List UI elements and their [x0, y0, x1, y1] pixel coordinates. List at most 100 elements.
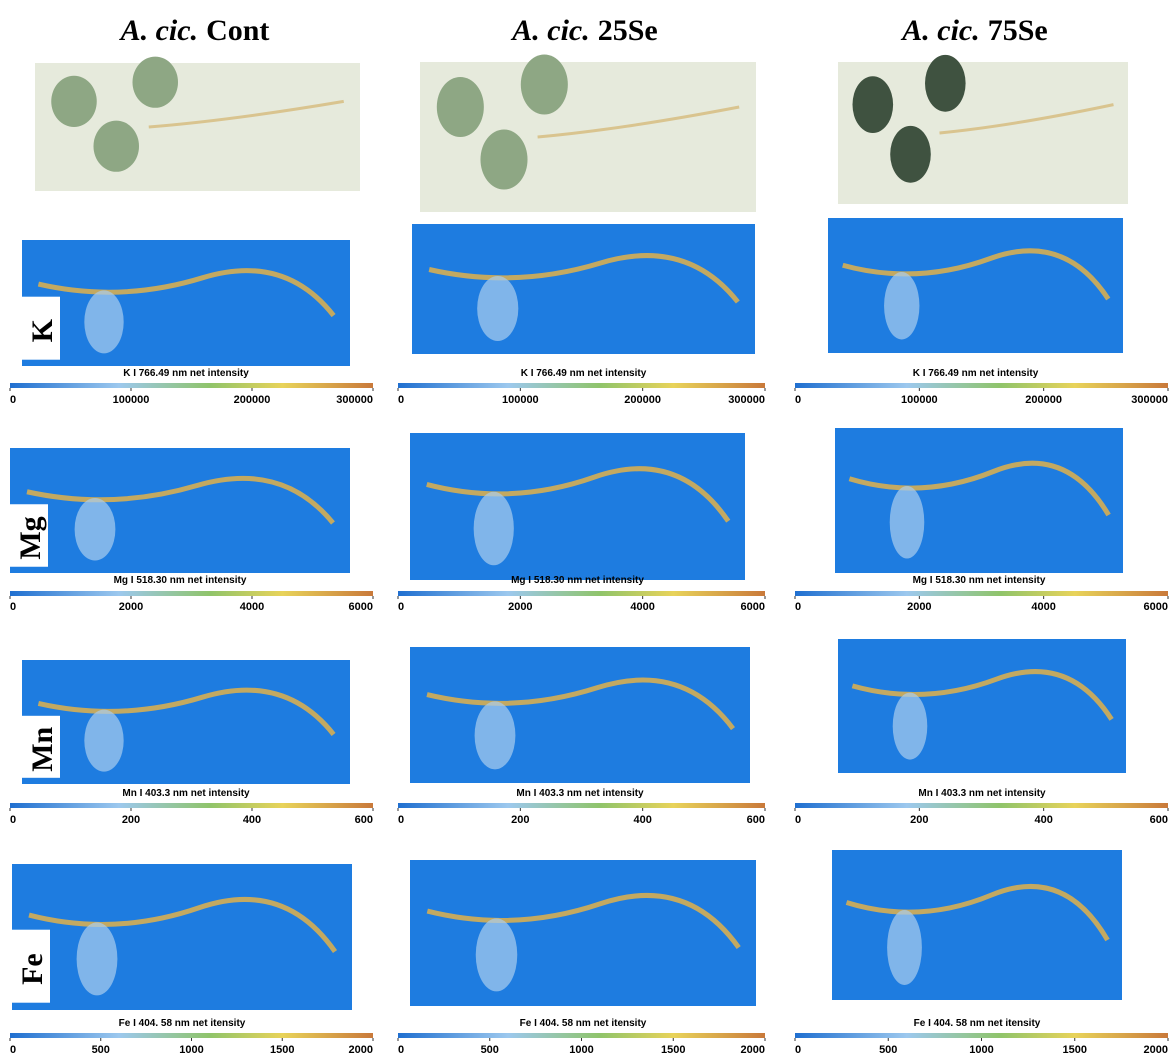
treatment: Cont: [206, 14, 269, 47]
colorbar: [10, 1033, 373, 1038]
map-caption: Mn I 403.3 nm net intensity: [516, 788, 644, 799]
tick-label: 100000: [502, 394, 539, 406]
leaf: [480, 130, 527, 190]
tick-label: 6000: [741, 601, 765, 613]
colorbar: [398, 1033, 765, 1038]
tick-label: 600: [747, 814, 765, 826]
intensity-map: [10, 448, 350, 573]
tick-label: 300000: [1131, 394, 1168, 406]
tick-label: 600: [355, 814, 373, 826]
tick-label: 200000: [234, 394, 271, 406]
tick-label: 2000: [1144, 1044, 1168, 1056]
tick-label: 1500: [270, 1044, 294, 1056]
tick-label: 400: [633, 814, 651, 826]
map-caption: Mg I 518.30 nm net intensity: [114, 575, 247, 586]
leaf-signal: [77, 922, 118, 995]
colorbar: [10, 803, 373, 808]
leaf: [133, 57, 179, 108]
tick-label: 4000: [240, 601, 264, 613]
leaf: [437, 77, 484, 137]
map-caption: K I 766.49 nm net intensity: [913, 368, 1039, 379]
colorbar: [398, 803, 765, 808]
intensity-map: [410, 647, 750, 783]
tick-label: 500: [481, 1044, 499, 1056]
tick-label: 0: [398, 394, 404, 406]
leaf: [925, 55, 966, 112]
tick-label: 0: [795, 1044, 801, 1056]
tick-label: 4000: [630, 601, 654, 613]
leaf-signal: [474, 492, 514, 566]
tick-label: 6000: [349, 601, 373, 613]
tick-label: 100000: [901, 394, 938, 406]
leaf-signal: [475, 701, 516, 769]
tick-label: 0: [10, 601, 16, 613]
column-title: A. cic.Cont: [119, 14, 270, 47]
treatment: 25Se: [598, 14, 658, 47]
tick-label: 1500: [1063, 1044, 1087, 1056]
intensity-map: [412, 224, 755, 354]
tick-label: 2000: [508, 601, 532, 613]
tick-label: 1000: [969, 1044, 993, 1056]
tick-label: 600: [1150, 814, 1168, 826]
species: A. cic.: [900, 14, 979, 47]
map-caption: Fe I 404. 58 nm net itensity: [914, 1018, 1041, 1029]
colorbar: [795, 591, 1168, 596]
tick-label: 2000: [741, 1044, 765, 1056]
tick-label: 0: [10, 1044, 16, 1056]
map-caption: K I 766.49 nm net intensity: [521, 368, 647, 379]
map-caption: Fe I 404. 58 nm net itensity: [520, 1018, 647, 1029]
treatment: 75Se: [988, 14, 1048, 47]
map-caption: Mg I 518.30 nm net intensity: [511, 575, 644, 586]
colorbar: [795, 803, 1168, 808]
tick-label: 500: [879, 1044, 897, 1056]
tick-label: 2000: [907, 601, 931, 613]
tick-label: 500: [92, 1044, 110, 1056]
figure: A. cic.ContKK I 766.49 nm net intensity0…: [0, 0, 1171, 1057]
tick-label: 1500: [661, 1044, 685, 1056]
colorbar: [10, 383, 373, 388]
tick-label: 0: [398, 1044, 404, 1056]
row-label: Fe: [16, 953, 49, 985]
tick-label: 200: [910, 814, 928, 826]
colorbar: [795, 1033, 1168, 1038]
tick-label: 100000: [113, 394, 150, 406]
colorbar: [398, 383, 765, 388]
leaf-signal: [84, 710, 123, 772]
intensity-map: [22, 240, 350, 366]
map-caption: K I 766.49 nm net intensity: [123, 368, 249, 379]
tick-label: 300000: [336, 394, 373, 406]
intensity-map: [838, 639, 1126, 773]
map-caption: Mg I 518.30 nm net intensity: [913, 575, 1046, 586]
tick-label: 0: [795, 394, 801, 406]
map-caption: Mn I 403.3 nm net intensity: [122, 788, 250, 799]
tick-label: 2000: [119, 601, 143, 613]
leaf-signal: [84, 290, 123, 353]
row-label: Mn: [26, 726, 59, 771]
leaf-signal: [75, 498, 116, 561]
colorbar: [10, 591, 373, 596]
tick-label: 4000: [1031, 601, 1055, 613]
tick-label: 1000: [569, 1044, 593, 1056]
leaf-signal: [893, 693, 928, 760]
tick-label: 0: [795, 814, 801, 826]
tick-label: 200000: [624, 394, 661, 406]
tick-label: 0: [398, 814, 404, 826]
map-caption: Mn I 403.3 nm net intensity: [918, 788, 1046, 799]
intensity-map: [410, 860, 756, 1006]
tick-label: 0: [10, 814, 16, 826]
tick-label: 0: [10, 394, 16, 406]
intensity-map: [835, 428, 1123, 573]
tick-label: 6000: [1144, 601, 1168, 613]
intensity-map: [832, 850, 1122, 1000]
leaf: [853, 76, 894, 133]
tick-label: 0: [795, 601, 801, 613]
colorbar: [398, 591, 765, 596]
row-label: K: [26, 318, 59, 342]
tick-label: 400: [1034, 814, 1052, 826]
leaf-signal: [477, 276, 518, 341]
intensity-map: [12, 864, 352, 1010]
column-title: A. cic. 75Se: [900, 14, 1047, 47]
intensity-map: [22, 660, 350, 784]
leaf-signal: [884, 272, 919, 340]
tick-label: 200000: [1025, 394, 1062, 406]
